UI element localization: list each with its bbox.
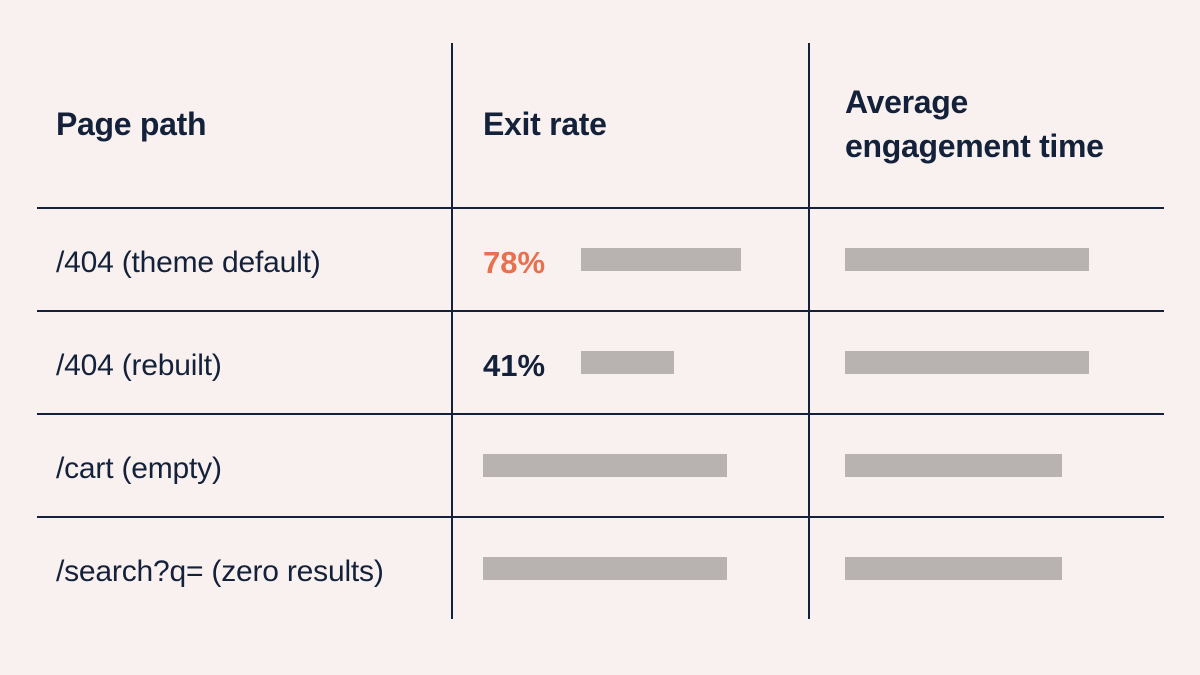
column-divider-2 — [808, 43, 810, 619]
row-3-page-path: /cart (empty) — [56, 452, 222, 485]
row-4-engagement-bar — [845, 557, 1062, 580]
row-2-engagement-bar — [845, 351, 1089, 374]
row-2-exit-rate: 41% — [483, 348, 546, 383]
row-divider-header — [37, 207, 1164, 209]
header-page-path: Page path — [56, 106, 207, 142]
row-2-exit-rate-bar — [581, 351, 674, 374]
row-1-exit-rate: 78% — [483, 245, 546, 280]
header-exit-rate: Exit rate — [483, 106, 607, 142]
row-1-page-path: /404 (theme default) — [56, 246, 321, 279]
row-1-engagement-bar — [845, 248, 1089, 271]
header-engagement-line1: Average — [845, 84, 969, 120]
row-divider-1 — [37, 310, 1164, 312]
row-3-exit-rate-bar — [483, 454, 727, 477]
row-4-exit-rate-bar — [483, 557, 727, 580]
row-3-engagement-bar — [845, 454, 1062, 477]
row-4-page-path: /search?q= (zero results) — [56, 555, 384, 588]
row-2-page-path: /404 (rebuilt) — [56, 349, 222, 382]
row-divider-2 — [37, 413, 1164, 415]
row-divider-3 — [37, 516, 1164, 518]
column-divider-1 — [451, 43, 453, 619]
header-engagement-line2: engagement time — [845, 128, 1104, 164]
row-1-exit-rate-bar — [581, 248, 741, 271]
